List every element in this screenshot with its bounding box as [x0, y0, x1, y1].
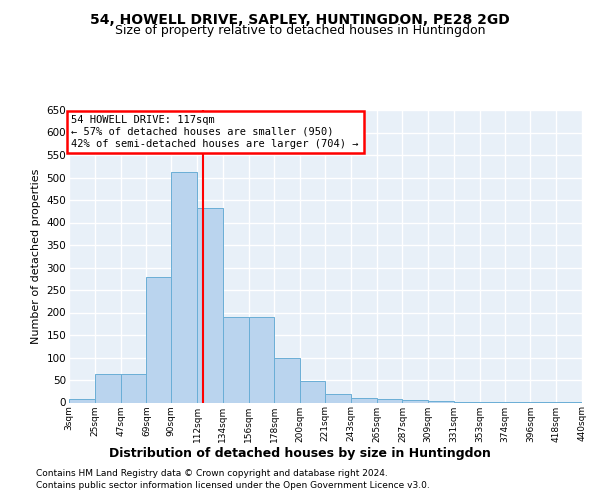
- Bar: [197, 208, 223, 402]
- Bar: [223, 317, 248, 402]
- Bar: [171, 172, 197, 402]
- Bar: [325, 394, 351, 402]
- Bar: [69, 399, 95, 402]
- Y-axis label: Number of detached properties: Number of detached properties: [31, 168, 41, 344]
- Bar: [351, 398, 377, 402]
- Bar: [95, 374, 121, 402]
- Bar: [146, 276, 171, 402]
- Text: 54, HOWELL DRIVE, SAPLEY, HUNTINGDON, PE28 2GD: 54, HOWELL DRIVE, SAPLEY, HUNTINGDON, PE…: [90, 12, 510, 26]
- Bar: [248, 317, 274, 402]
- Text: Size of property relative to detached houses in Huntingdon: Size of property relative to detached ho…: [115, 24, 485, 37]
- Bar: [403, 400, 428, 402]
- Text: 54 HOWELL DRIVE: 117sqm
← 57% of detached houses are smaller (950)
42% of semi-d: 54 HOWELL DRIVE: 117sqm ← 57% of detache…: [71, 116, 359, 148]
- Text: Contains public sector information licensed under the Open Government Licence v3: Contains public sector information licen…: [36, 481, 430, 490]
- Bar: [274, 358, 300, 403]
- Bar: [428, 401, 454, 402]
- Text: Distribution of detached houses by size in Huntingdon: Distribution of detached houses by size …: [109, 448, 491, 460]
- Bar: [300, 381, 325, 402]
- Bar: [121, 374, 146, 402]
- Bar: [377, 399, 403, 402]
- Text: Contains HM Land Registry data © Crown copyright and database right 2024.: Contains HM Land Registry data © Crown c…: [36, 469, 388, 478]
